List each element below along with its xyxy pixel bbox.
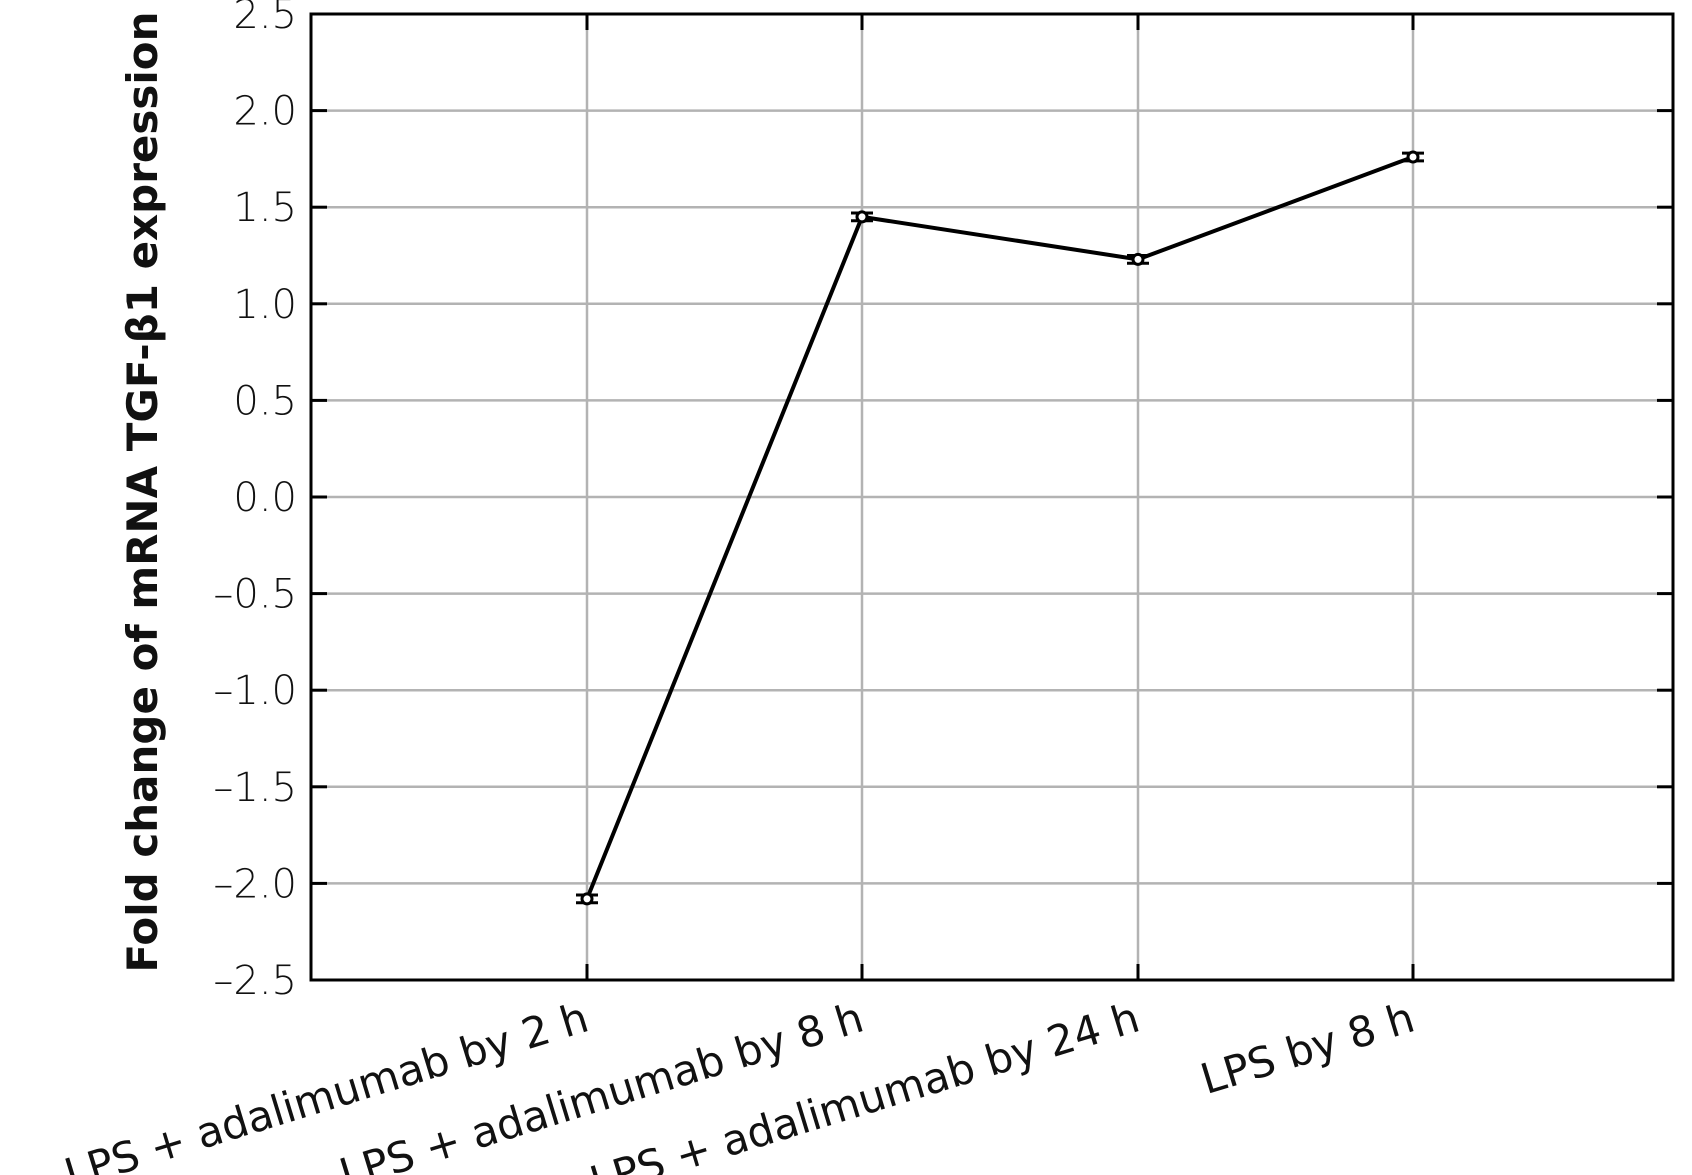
y-tick-label: –1.5: [213, 765, 297, 811]
y-tick-label: 2.0: [233, 89, 297, 135]
y-tick-label: 0.0: [233, 475, 297, 521]
plot-frame: [309, 12, 1675, 982]
gridlines: [311, 14, 1673, 980]
y-tick-label: 1.5: [233, 185, 297, 231]
x-axis-ticks: [585, 14, 1415, 980]
y-tick-label: 0.5: [233, 378, 297, 424]
series-tgf-b1: [576, 150, 1424, 906]
data-point: [855, 210, 869, 224]
series-line: [585, 155, 1414, 900]
y-tick-label: 1.0: [233, 282, 297, 328]
y-tick-label: 2.5: [233, 0, 297, 38]
y-axis-title: Fold change of mRNA TGF-β1 expression: [118, 11, 167, 972]
data-point: [1131, 252, 1145, 266]
y-tick-label: –0.5: [213, 572, 297, 618]
x-category-label: LPS by 8 h: [1195, 993, 1420, 1104]
data-point: [580, 892, 594, 906]
y-tick-label: –2.0: [213, 861, 297, 907]
data-point: [1406, 150, 1420, 164]
y-tick-label: –2.5: [213, 958, 297, 1004]
y-tick-label: –1.0: [213, 668, 297, 714]
y-axis-ticklabels: 2.5 2.0 1.5 1.0 0.5 0.0 –0.5 –1.0 –1.5 –2.0 –2.5: [213, 0, 297, 1004]
